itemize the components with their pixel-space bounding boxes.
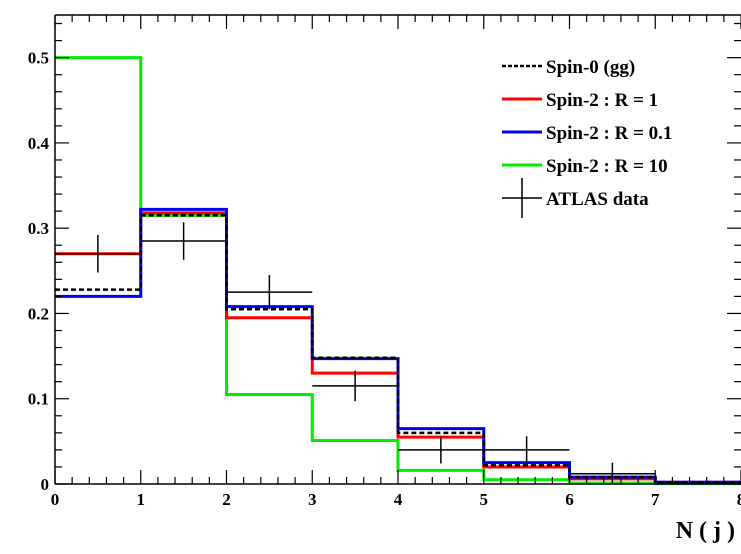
x-tick-label: 6 [565,490,574,509]
y-tick-label: 0.2 [28,304,49,323]
histogram-series-0 [55,214,741,484]
x-tick-label: 3 [308,490,317,509]
legend-label-0: Spin-0 (gg) [546,57,635,78]
legend: Spin-0 (gg) Spin-2 : R = 1 Spin-2 : R = 0.… [502,57,672,218]
legend-label-2: Spin-2 : R = 0.1 [546,123,672,144]
y-tick-label: 0.4 [28,134,50,153]
x-tick-label: 0 [51,490,60,509]
x-tick-label: 7 [651,490,660,509]
x-tick-label: 5 [480,490,489,509]
y-tick-label: 0.3 [28,219,49,238]
legend-label-3: Spin-2 : R = 10 [546,156,668,177]
histogram-layer [55,56,741,486]
data-points-layer [55,222,656,484]
y-tick-label: 0.5 [28,49,49,68]
x-tick-label: 8 [737,490,741,509]
y-axis-ticks: 0 0.1 0.2 0.3 0.4 0.5 [28,22,741,494]
y-tick-label: 0 [41,475,50,494]
x-tick-label: 1 [137,490,146,509]
legend-label-4: ATLAS data [546,189,649,210]
x-tick-label: 2 [222,490,231,509]
y-tick-label: 0.1 [28,390,49,409]
x-axis-ticks: 0 1 2 3 4 5 6 7 8 [51,15,741,509]
x-tick-label: 4 [394,490,403,509]
legend-label-1: Spin-2 : R = 1 [546,90,658,111]
x-axis-title: N ( j ) [676,518,735,544]
